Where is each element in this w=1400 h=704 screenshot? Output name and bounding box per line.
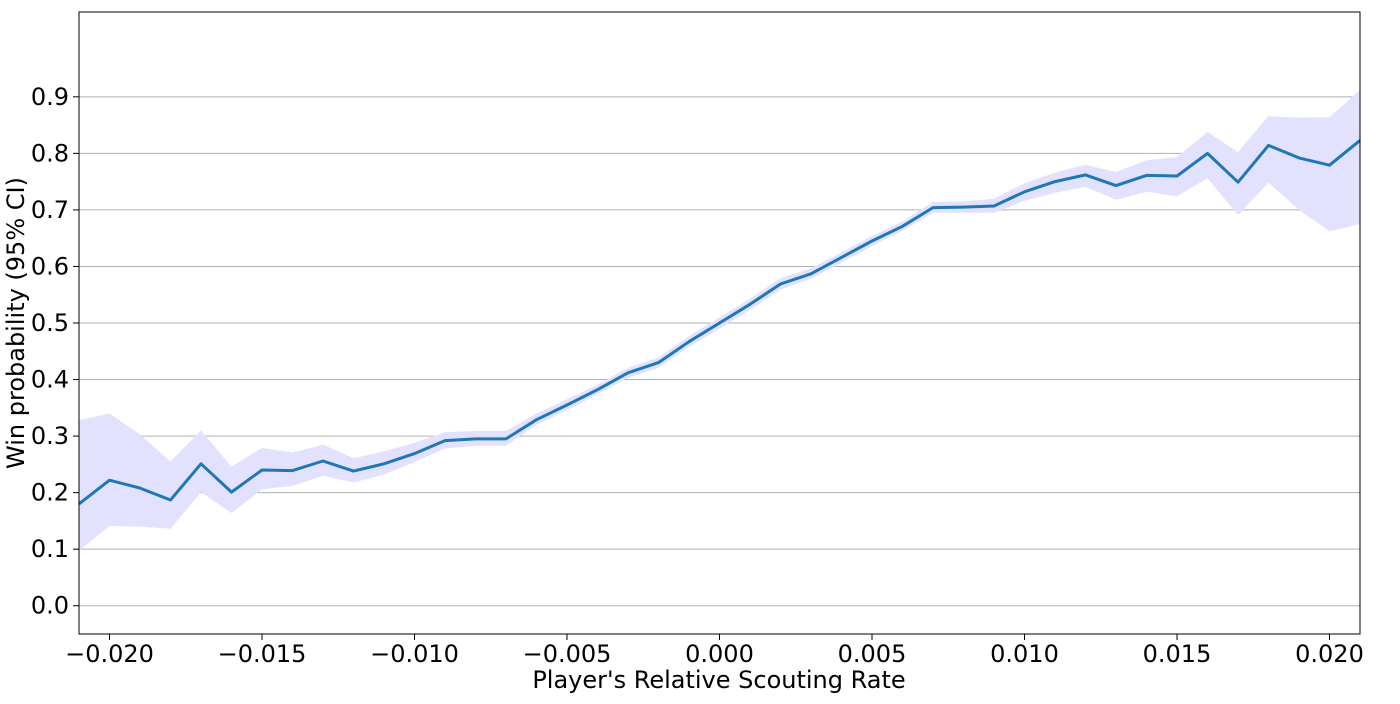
x-tick-label-1: −0.015 [218,640,307,668]
x-axis-label: Player's Relative Scouting Rate [532,666,905,694]
x-tick-label-0: −0.020 [65,640,154,668]
data-point-25 [840,256,843,259]
data-point-39 [1267,144,1270,147]
data-point-23 [779,282,782,285]
data-point-15 [535,418,538,421]
x-tick-label-6: 0.010 [990,640,1059,668]
data-point-34 [1115,184,1118,187]
data-point-27 [901,225,904,228]
data-point-16 [566,403,569,406]
data-point-29 [962,206,965,209]
data-point-10 [383,462,386,465]
x-tick-label-7: 0.015 [1143,640,1212,668]
y-tick-label-9: 0.9 [31,83,69,111]
y-tick-label-0: 0.0 [31,592,69,620]
y-tick-label-2: 0.2 [31,479,69,507]
confidence-band-layer [79,90,1360,551]
data-point-17 [596,388,599,391]
data-point-3 [169,498,172,501]
data-point-35 [1145,174,1148,177]
series-line [78,139,1361,506]
data-point-22 [749,303,752,306]
data-point-12 [444,439,447,442]
y-tick-label-7: 0.7 [31,196,69,224]
data-point-40 [1298,156,1301,159]
data-point-4 [200,462,203,465]
data-point-30 [993,204,996,207]
y-tick-label-3: 0.3 [31,422,69,450]
data-point-14 [505,437,508,440]
data-point-32 [1054,180,1057,183]
x-tick-label-5: 0.005 [838,640,907,668]
x-axis-ticks: −0.020 −0.015 −0.010 −0.005 0.000 0.005 0.010 0… [65,634,1364,668]
y-tick-label-5: 0.5 [31,309,69,337]
data-point-33 [1084,173,1087,176]
data-point-7 [291,469,294,472]
y-tick-label-8: 0.8 [31,139,69,167]
data-point-13 [474,437,477,440]
x-tick-label-4: 0.000 [685,640,754,668]
data-point-38 [1237,181,1240,184]
data-point-19 [657,361,660,364]
data-point-6 [261,469,264,472]
data-point-28 [932,206,935,209]
y-tick-label-6: 0.6 [31,252,69,280]
data-point-41 [1328,164,1331,167]
y-axis-label: Win probability (95% CI) [2,177,30,469]
data-point-31 [1023,190,1026,193]
y-axis-ticks: 0.0 0.1 0.2 0.3 0.4 0.5 0.6 0.7 0.8 0.9 [31,83,79,620]
data-point-2 [139,487,142,490]
data-point-5 [230,491,233,494]
confidence-band [79,90,1360,551]
series-line-layer [78,139,1361,506]
data-point-18 [627,371,630,374]
data-point-21 [718,322,721,325]
y-tick-label-1: 0.1 [31,535,69,563]
x-tick-label-3: −0.005 [523,640,612,668]
data-point-8 [322,459,325,462]
data-point-1 [108,479,111,482]
x-tick-label-2: −0.010 [370,640,459,668]
data-point-36 [1176,174,1179,177]
data-point-9 [352,470,355,473]
data-point-37 [1206,152,1209,155]
y-tick-label-4: 0.4 [31,366,69,394]
data-point-24 [810,272,813,275]
data-point-26 [871,240,874,243]
x-tick-label-8: 0.020 [1295,640,1364,668]
data-point-11 [413,452,416,455]
data-point-20 [688,340,691,343]
